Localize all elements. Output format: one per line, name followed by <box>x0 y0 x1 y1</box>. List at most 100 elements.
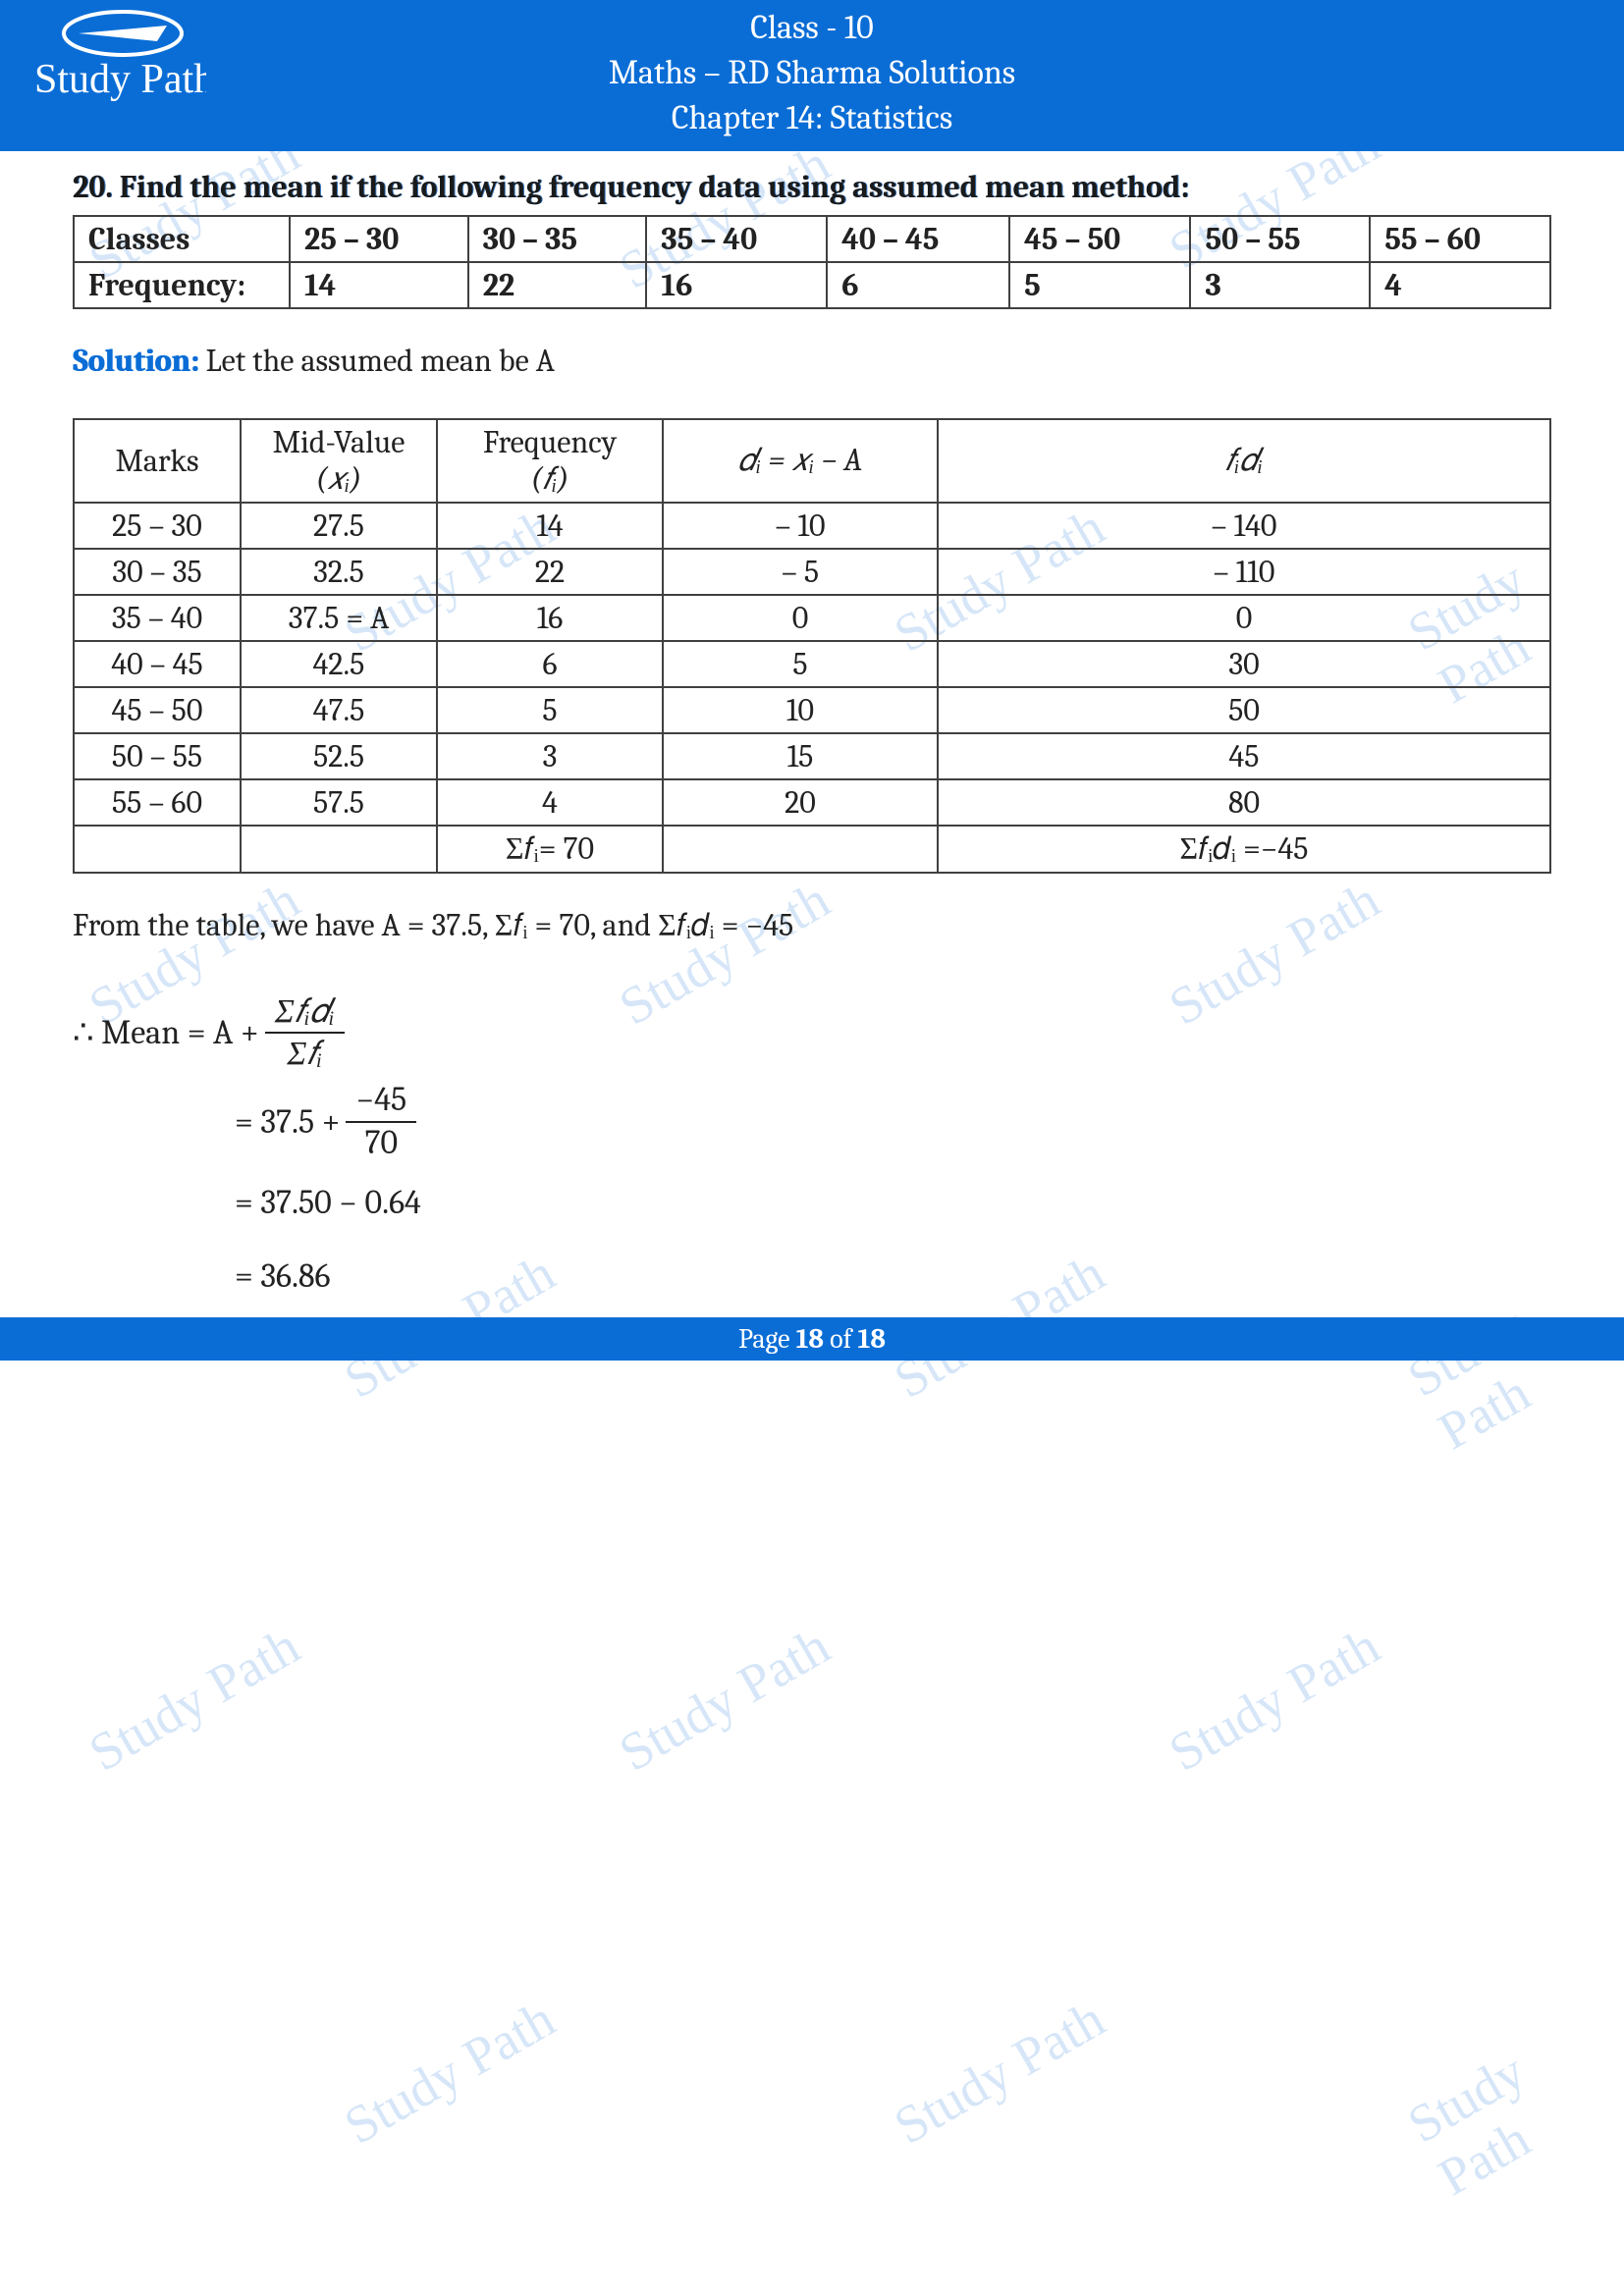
table-row: 25 – 3027.514– 10– 140 <box>74 503 1550 549</box>
frac-num: −45 <box>346 1082 416 1122</box>
table-cell: 16 <box>437 595 663 641</box>
table-cell: 6 <box>437 641 663 687</box>
table-cell <box>74 826 241 873</box>
page-header: Study Path Class - 10 Maths – RD Sharma … <box>0 0 1624 151</box>
table-cell: 5 <box>1009 262 1190 308</box>
table-cell: 27.5 <box>241 503 437 549</box>
table-cell: – 10 <box>663 503 938 549</box>
eq-lhs: ∴ Mean = A + <box>73 1001 259 1065</box>
col-header: Marks <box>74 419 241 503</box>
watermark: Study Path <box>79 1615 309 1783</box>
frac-den: 70 <box>365 1123 399 1161</box>
table-cell: 40 – 45 <box>827 216 1009 262</box>
frequency-table-given: Classes 25 – 30 30 – 35 35 – 40 40 – 45 … <box>73 215 1551 309</box>
watermark: Study Path <box>609 1615 839 1783</box>
col-header: Frequency(𝑓ᵢ) <box>437 419 663 503</box>
table-header-row: Marks Mid-Value(𝑥ᵢ) Frequency(𝑓ᵢ) 𝑑ᵢ = 𝑥… <box>74 419 1550 503</box>
summary-text: From the table, we have A = 37.5, Σ𝑓ᵢ = … <box>73 907 1551 944</box>
table-cell: 35 – 40 <box>74 595 241 641</box>
brand-logo: Study Path <box>29 8 206 106</box>
table-cell: 42.5 <box>241 641 437 687</box>
footer-current-page: 18 <box>796 1323 824 1355</box>
table-cell: 50 – 55 <box>74 733 241 779</box>
table-row: 35 – 4037.5 = A1600 <box>74 595 1550 641</box>
table-cell: 55 – 60 <box>1370 216 1550 262</box>
eq-step-4: = 36.86 <box>73 1245 1551 1308</box>
totals-sumf: Σ𝑓ᵢ= 70 <box>437 826 663 873</box>
col-header: 𝑑ᵢ = 𝑥ᵢ − A <box>663 419 938 503</box>
table-cell: 22 <box>468 262 647 308</box>
eq-step-1: ∴ Mean = A + Σ𝑓ᵢ𝑑ᵢ Σ𝑓ᵢ <box>73 993 1551 1073</box>
table-cell: 45 <box>938 733 1550 779</box>
table-cell: 35 – 40 <box>646 216 827 262</box>
row-label: Frequency: <box>74 262 290 308</box>
table-cell: 47.5 <box>241 687 437 733</box>
table-cell: 4 <box>1370 262 1550 308</box>
fraction: −45 70 <box>346 1082 416 1161</box>
table-cell: 30 <box>938 641 1550 687</box>
table-cell: 0 <box>663 595 938 641</box>
table-cell: 80 <box>938 779 1550 826</box>
page-footer: Page 18 of 18 <box>0 1317 1624 1361</box>
equation-block: ∴ Mean = A + Σ𝑓ᵢ𝑑ᵢ Σ𝑓ᵢ = 37.5 + −45 70 =… <box>73 993 1551 1308</box>
frac-num: Σ𝑓ᵢ𝑑ᵢ <box>265 993 345 1034</box>
table-row: 40 – 4542.56530 <box>74 641 1550 687</box>
header-class: Class - 10 <box>0 6 1624 51</box>
table-cell: 50 – 55 <box>1190 216 1370 262</box>
table-cell: 30 – 35 <box>468 216 647 262</box>
fraction: Σ𝑓ᵢ𝑑ᵢ Σ𝑓ᵢ <box>265 993 345 1073</box>
footer-of: of <box>824 1323 858 1355</box>
table-cell: 55 – 60 <box>74 779 241 826</box>
header-chapter: Chapter 14: Statistics <box>0 96 1624 141</box>
table-cell: – 140 <box>938 503 1550 549</box>
table-cell: 4 <box>437 779 663 826</box>
table-cell: 22 <box>437 549 663 595</box>
table-cell: 15 <box>663 733 938 779</box>
table-cell: 40 – 45 <box>74 641 241 687</box>
table-cell: 6 <box>827 262 1009 308</box>
table-cell: 10 <box>663 687 938 733</box>
frac-den: Σ𝑓ᵢ <box>287 1034 322 1072</box>
table-row: Frequency: 14 22 16 6 5 3 4 <box>74 262 1550 308</box>
table-totals-row: Σ𝑓ᵢ= 70 Σ𝑓ᵢ𝑑ᵢ =−45 <box>74 826 1550 873</box>
table-cell: 30 – 35 <box>74 549 241 595</box>
table-row: 45 – 5047.551050 <box>74 687 1550 733</box>
table-cell: 16 <box>646 262 827 308</box>
table-cell: 0 <box>938 595 1550 641</box>
header-subject: Maths – RD Sharma Solutions <box>0 51 1624 96</box>
eq-step-3: = 37.50 − 0.64 <box>73 1171 1551 1235</box>
table-row: Classes 25 – 30 30 – 35 35 – 40 40 – 45 … <box>74 216 1550 262</box>
table-cell: 5 <box>437 687 663 733</box>
table-cell: 3 <box>1190 262 1370 308</box>
table-cell: 20 <box>663 779 938 826</box>
table-cell: 5 <box>663 641 938 687</box>
table-cell: 52.5 <box>241 733 437 779</box>
table-row: 30 – 3532.522– 5– 110 <box>74 549 1550 595</box>
totals-sumfidi: Σ𝑓ᵢ𝑑ᵢ =−45 <box>938 826 1550 873</box>
table-cell: 14 <box>437 503 663 549</box>
table-cell: 37.5 = A <box>241 595 437 641</box>
footer-total-pages: 18 <box>858 1323 886 1355</box>
table-cell: 57.5 <box>241 779 437 826</box>
watermark: Study Path <box>334 1988 565 2156</box>
solution-intro: Solution: Let the assumed mean be A <box>73 343 1551 379</box>
pen-logo-icon: Study Path <box>29 8 206 106</box>
table-cell: 3 <box>437 733 663 779</box>
table-cell <box>663 826 938 873</box>
watermark: Study Path <box>1397 1998 1624 2208</box>
table-cell: – 5 <box>663 549 938 595</box>
table-row: 50 – 5552.531545 <box>74 733 1550 779</box>
watermark: Study Path <box>884 1988 1114 2156</box>
table-cell: 45 – 50 <box>1009 216 1190 262</box>
table-row: 55 – 6057.542080 <box>74 779 1550 826</box>
table-cell: 32.5 <box>241 549 437 595</box>
table-cell: 25 – 30 <box>74 503 241 549</box>
row-label: Classes <box>74 216 290 262</box>
watermark: Study Path <box>1159 1615 1389 1783</box>
page-content: 20. Find the mean if the following frequ… <box>0 151 1624 1308</box>
col-header: Mid-Value(𝑥ᵢ) <box>241 419 437 503</box>
solution-label: Solution: <box>73 343 199 379</box>
table-cell <box>241 826 437 873</box>
footer-prefix: Page <box>738 1323 796 1355</box>
table-cell: 25 – 30 <box>290 216 468 262</box>
